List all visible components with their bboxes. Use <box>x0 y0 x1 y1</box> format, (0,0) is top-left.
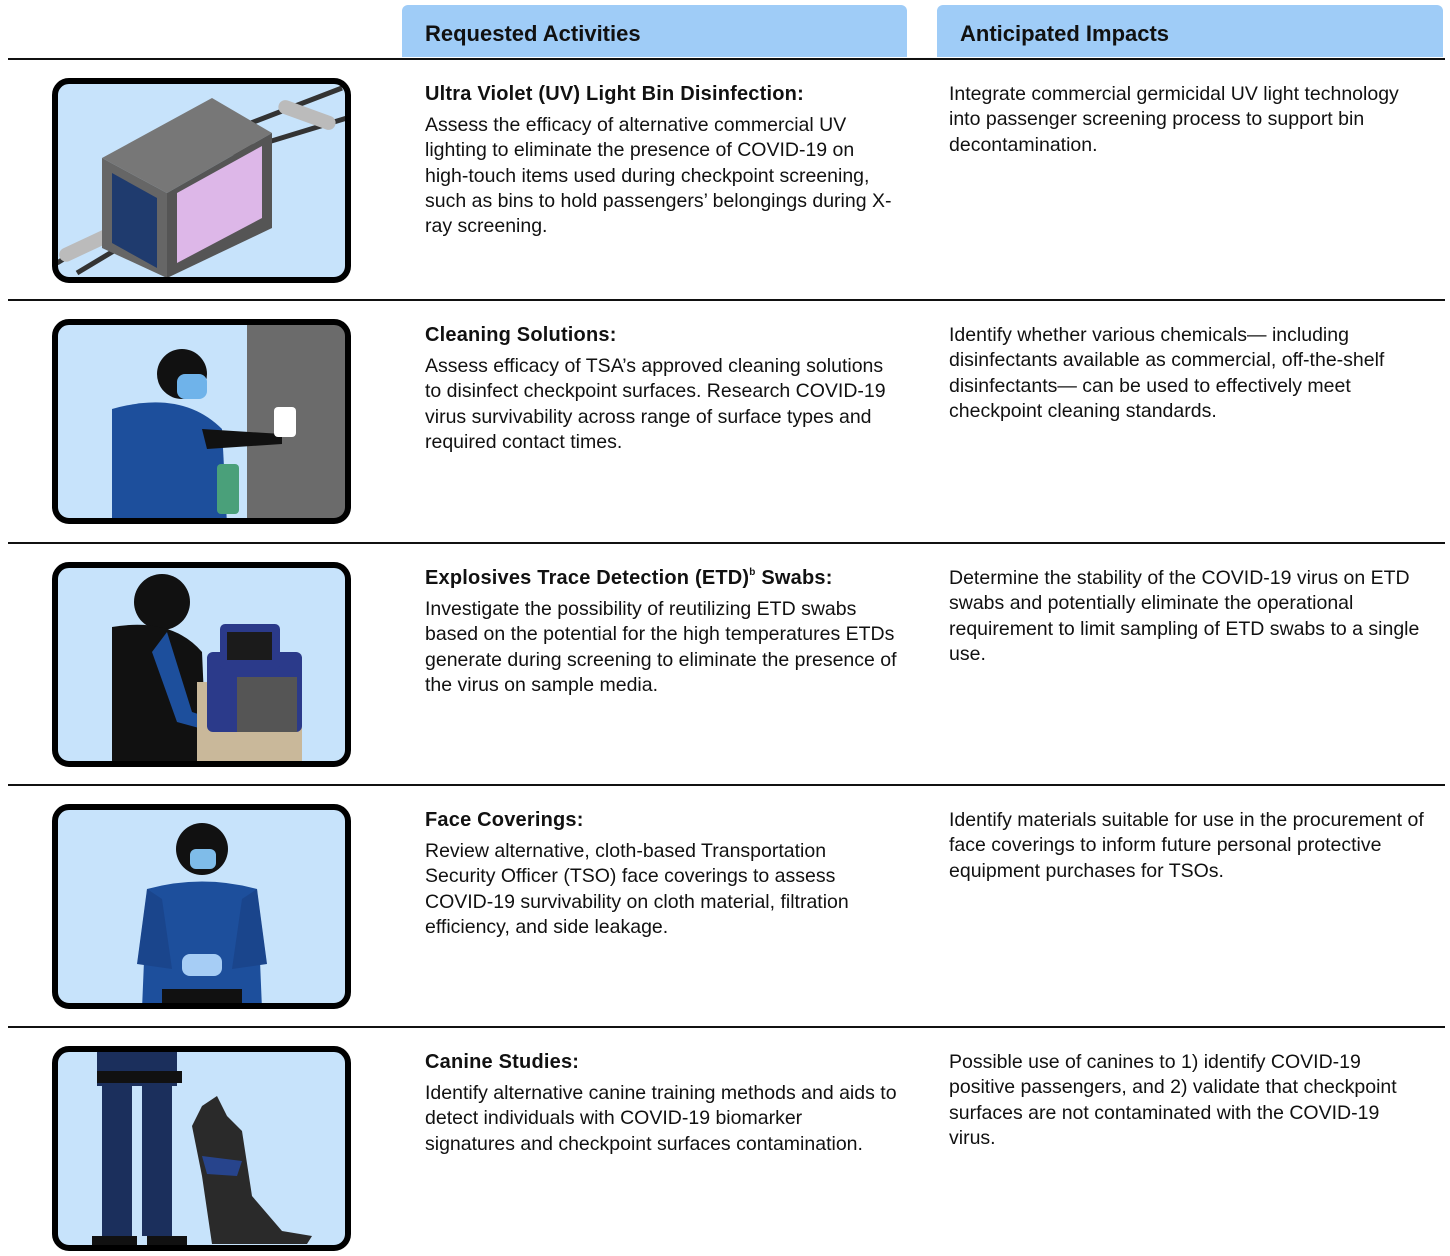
row-divider <box>8 299 1445 301</box>
illustration-svg <box>52 78 351 283</box>
title-text: Explosives Trace Detection (ETD) <box>425 567 750 589</box>
activity-title: Face Coverings: <box>425 809 584 832</box>
column-header: Requested Activities <box>425 21 641 46</box>
impact-text: Determine the stability of the COVID-19 … <box>949 567 1420 665</box>
activity-title: Ultra Violet (UV) Light Bin Disinfection… <box>425 83 804 106</box>
header-tab: Requested Activities <box>402 5 907 57</box>
illustration-svg <box>52 562 351 767</box>
impact-text: Integrate commercial germicidal UV light… <box>949 83 1399 156</box>
impact-text: Possible use of canines to 1) identify C… <box>949 1051 1397 1149</box>
impact-text: Identify materials suitable for use in t… <box>949 809 1424 882</box>
row-divider <box>8 542 1445 544</box>
illustration <box>52 1046 351 1251</box>
row-divider <box>8 784 1445 786</box>
illustration <box>52 804 351 1009</box>
activity-text: Review alternative, cloth-based Transpor… <box>425 840 849 938</box>
illustration-svg <box>52 804 351 1009</box>
illustration-svg <box>52 319 351 524</box>
title-text: Ultra Violet (UV) Light Bin Disinfection… <box>425 83 804 105</box>
activity-text: Investigate the possibility of reutilizi… <box>425 598 897 696</box>
header-tab: Anticipated Impacts <box>937 5 1443 57</box>
title-text: Swabs: <box>761 567 833 589</box>
row-divider <box>8 58 1445 60</box>
title-text: Cleaning Solutions: <box>425 324 617 346</box>
activity-text: Assess efficacy of TSA’s approved cleani… <box>425 355 886 453</box>
column-header: Anticipated Impacts <box>960 21 1170 46</box>
illustration <box>52 319 351 524</box>
illustration <box>52 562 351 767</box>
activity-title: Explosives Trace Detection (ETD)b Swabs: <box>425 567 833 590</box>
title-text: Face Coverings: <box>425 809 584 831</box>
activity-title: Cleaning Solutions: <box>425 324 617 347</box>
activity-text: Identify alternative canine training met… <box>425 1082 897 1155</box>
illustration <box>52 78 351 283</box>
activity-text: Assess the efficacy of alternative comme… <box>425 114 892 238</box>
activity-title: Canine Studies: <box>425 1051 579 1074</box>
impact-text: Identify whether various chemicals— incl… <box>949 324 1385 422</box>
illustration-svg <box>52 1046 351 1251</box>
superscript: b <box>749 567 756 578</box>
row-divider <box>8 1026 1445 1028</box>
title-text: Canine Studies: <box>425 1051 580 1073</box>
